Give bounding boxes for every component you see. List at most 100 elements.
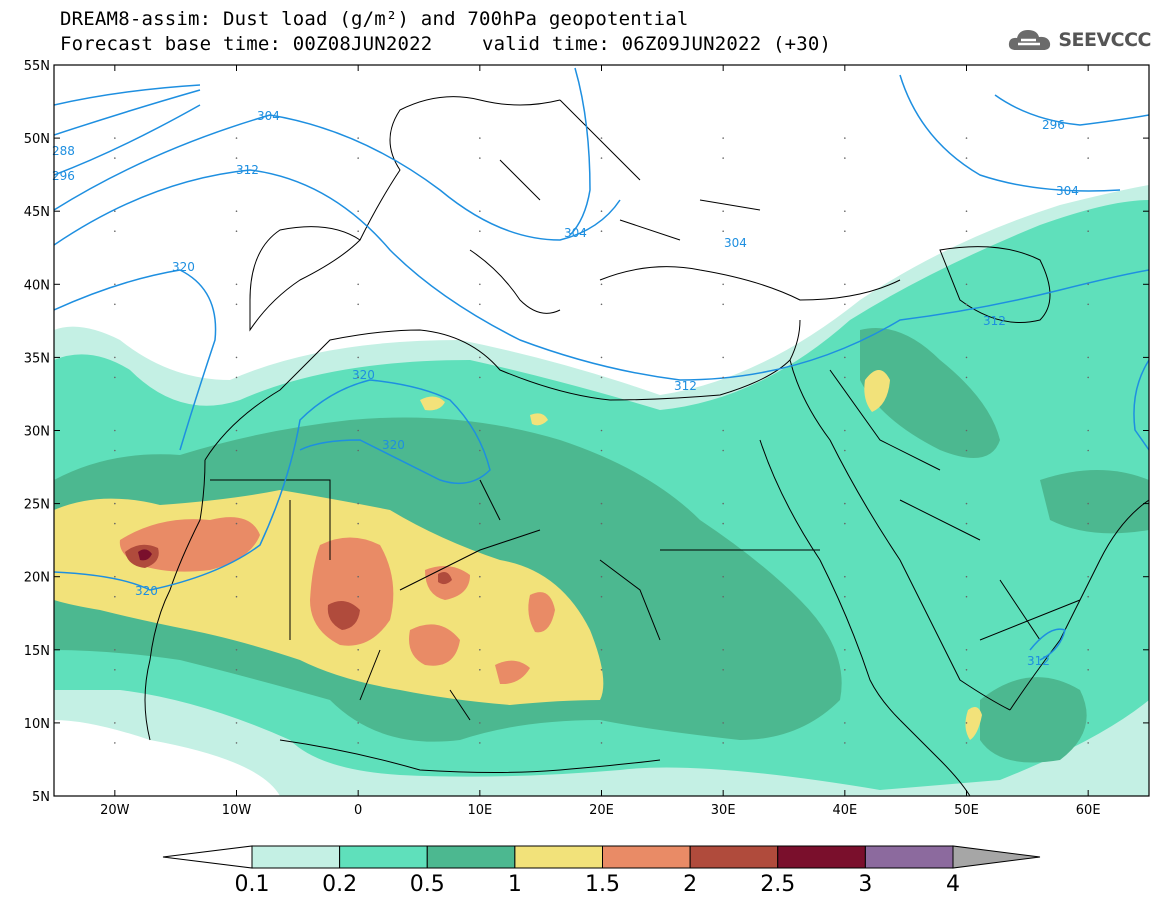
grid-dot — [235, 502, 238, 505]
colorbar-segment — [689, 845, 779, 869]
grid-dot — [1087, 137, 1089, 139]
grid-dot — [114, 157, 116, 159]
grid-dot — [600, 303, 603, 306]
x-tick-label: 60E — [1076, 803, 1101, 818]
grid-dot — [235, 649, 238, 651]
grid-dot — [722, 429, 724, 432]
grid-dot — [844, 356, 846, 359]
colorbar-segment — [602, 845, 691, 869]
grid-dot — [235, 230, 238, 232]
grid-dot — [479, 742, 481, 744]
grid-dot — [235, 722, 238, 724]
grid-dot — [965, 649, 968, 651]
grid-dot — [479, 429, 481, 432]
grid-dot — [722, 595, 724, 598]
geopotential-contours — [54, 67, 1149, 661]
grid-dot — [600, 649, 603, 651]
grid-dot — [965, 449, 968, 452]
grid-dot — [600, 429, 603, 432]
grid-dot — [479, 522, 481, 525]
grid-dot — [844, 522, 846, 525]
y-tick-label: 10N — [24, 717, 50, 732]
grid-dot — [1087, 669, 1089, 671]
grid-dot — [479, 230, 481, 232]
forecast-base-time: Forecast base time: 00Z08JUN2022 — [60, 33, 433, 55]
graticule — [114, 137, 1089, 744]
x-tick-label: 20W — [100, 803, 130, 818]
grid-dot — [844, 283, 846, 286]
grid-dot — [965, 429, 968, 432]
grid-dot — [235, 669, 238, 671]
colorbar-label: 1.5 — [585, 872, 620, 897]
grid-dot — [722, 669, 724, 671]
grid-dot — [235, 595, 238, 598]
colorbar-label: 2.5 — [760, 872, 796, 897]
grid-dot — [357, 595, 359, 598]
grid-dot — [965, 283, 968, 286]
grid-dot — [235, 429, 238, 432]
contour-label: 312 — [983, 314, 1006, 328]
grid-dot — [114, 742, 116, 744]
colorbar-label: 4 — [946, 872, 960, 897]
grid-dot — [722, 502, 724, 505]
grid-dot — [114, 230, 116, 232]
grid-dot — [479, 283, 481, 286]
x-tick-label: 10W — [222, 803, 252, 818]
contour-label: 304 — [564, 226, 587, 240]
x-tick-label: 0 — [354, 803, 362, 818]
logo-text: SEEVCCC — [1058, 29, 1151, 51]
grid-dot — [844, 230, 846, 232]
grid-dot — [600, 376, 603, 379]
y-tick-label: 30N — [24, 425, 50, 440]
grid-dot — [965, 137, 968, 139]
grid-dot — [357, 449, 359, 452]
grid-dot — [357, 575, 359, 578]
grid-dot — [844, 210, 846, 212]
grid-dot — [600, 157, 603, 159]
grid-dot — [844, 502, 846, 505]
contour-label: 320 — [352, 368, 375, 382]
grid-dot — [965, 522, 968, 525]
grid-dot — [722, 137, 724, 139]
y-tick-label: 15N — [24, 644, 50, 659]
grid-dot — [235, 742, 238, 744]
grid-dot — [114, 502, 116, 505]
grid-dot — [357, 230, 359, 232]
grid-dot — [114, 649, 116, 651]
grid-dot — [114, 449, 116, 452]
grid-dot — [114, 303, 116, 306]
grid-dot — [722, 376, 724, 379]
grid-dot — [722, 303, 724, 306]
contour-label: 312 — [1027, 654, 1050, 668]
grid-dot — [357, 303, 359, 306]
grid-dot — [357, 649, 359, 651]
contour-label: 296 — [1042, 118, 1065, 132]
grid-dot — [722, 449, 724, 452]
dust-field — [54, 185, 1149, 796]
grid-dot — [114, 595, 116, 598]
grid-dot — [1087, 649, 1089, 651]
contour-label: 304 — [257, 109, 280, 123]
grid-dot — [1087, 283, 1089, 286]
grid-dot — [844, 157, 846, 159]
valid-time: valid time: 06Z09JUN2022 (+30) — [482, 33, 832, 55]
colorbar-segment — [426, 845, 516, 869]
grid-dot — [965, 210, 968, 212]
grid-dot — [1087, 595, 1089, 598]
grid-dot — [965, 669, 968, 671]
grid-dot — [600, 742, 603, 744]
grid-dot — [965, 575, 968, 578]
grid-dot — [1087, 575, 1089, 578]
grid-dot — [722, 210, 724, 212]
grid-dot — [479, 356, 481, 359]
grid-dot — [114, 522, 116, 525]
grid-dot — [600, 230, 603, 232]
grid-dot — [1087, 722, 1089, 724]
grid-dot — [600, 283, 603, 286]
contour-label: 312 — [674, 379, 697, 393]
coastlines — [144, 96, 1149, 796]
seevccc-logo: SEEVCCC — [1006, 26, 1151, 54]
cloud-icon — [1009, 30, 1051, 50]
grid-dot — [357, 502, 359, 505]
grid-dot — [357, 356, 359, 359]
